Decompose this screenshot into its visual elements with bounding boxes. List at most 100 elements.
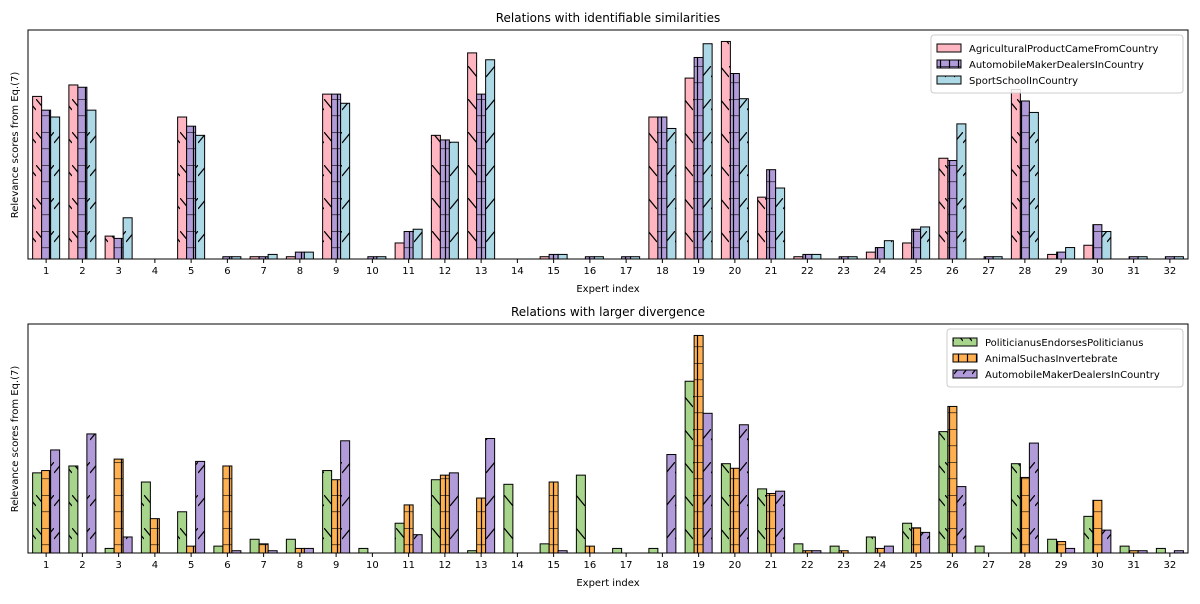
bar-outline bbox=[285, 538, 296, 554]
legend-label: AnimalSuchasInvertebrate bbox=[985, 354, 1118, 365]
bar-outline bbox=[1092, 224, 1103, 260]
bar-outline bbox=[430, 134, 441, 260]
x-tick-label: 27 bbox=[982, 266, 995, 277]
x-tick-label: 18 bbox=[656, 560, 669, 571]
bar-outline bbox=[938, 157, 949, 260]
bar-outline bbox=[331, 479, 342, 554]
x-tick-label: 24 bbox=[874, 266, 887, 277]
bar-outline bbox=[648, 547, 659, 554]
bar-outline bbox=[32, 95, 43, 260]
x-tick-label: 18 bbox=[656, 266, 669, 277]
x-tick-label: 4 bbox=[152, 560, 158, 571]
bar-outline bbox=[467, 52, 478, 260]
legend-swatch-outline bbox=[952, 337, 978, 347]
bar-outline bbox=[956, 486, 967, 554]
bar-outline bbox=[394, 522, 405, 554]
x-tick-label: 28 bbox=[1019, 266, 1032, 277]
x-tick-label: 9 bbox=[333, 266, 339, 277]
x-tick-label: 31 bbox=[1127, 560, 1140, 571]
bar-outline bbox=[32, 472, 43, 554]
x-tick-label: 4 bbox=[152, 266, 158, 277]
bar-outline bbox=[403, 504, 414, 554]
bar-outline bbox=[1092, 499, 1103, 554]
x-tick-label: 24 bbox=[874, 560, 887, 571]
x-tick-label: 12 bbox=[439, 266, 452, 277]
bar-outline bbox=[938, 431, 949, 554]
bar-outline bbox=[793, 543, 804, 554]
x-tick-label: 25 bbox=[910, 560, 923, 571]
bar-outline bbox=[140, 481, 151, 554]
bar-outline bbox=[331, 93, 342, 260]
legend-label: PoliticianusEndorsesPoliticianus bbox=[985, 338, 1143, 349]
x-tick-label: 21 bbox=[765, 560, 778, 571]
bar-outline bbox=[702, 43, 713, 260]
x-tick-label: 14 bbox=[511, 266, 524, 277]
bar-outline bbox=[322, 470, 333, 554]
bar-outline bbox=[503, 483, 514, 554]
bar-outline bbox=[775, 490, 786, 554]
bar-outline bbox=[340, 440, 351, 554]
x-tick-label: 26 bbox=[946, 266, 959, 277]
bar-outline bbox=[738, 424, 749, 554]
bar-outline bbox=[648, 116, 659, 260]
x-tick-label: 9 bbox=[333, 560, 339, 571]
x-tick-label: 13 bbox=[475, 560, 488, 571]
bar-outline bbox=[947, 160, 958, 260]
bar-outline bbox=[50, 116, 61, 260]
x-tick-label: 17 bbox=[620, 560, 633, 571]
bar-outline bbox=[657, 116, 668, 260]
bar-outline bbox=[439, 474, 450, 554]
bar-outline bbox=[883, 545, 894, 554]
bar-outline bbox=[738, 98, 749, 260]
axes-frame bbox=[27, 29, 1189, 260]
x-tick-label: 26 bbox=[946, 560, 959, 571]
bar-outline bbox=[539, 543, 550, 554]
x-tick-label: 21 bbox=[765, 266, 778, 277]
bar-outline bbox=[476, 497, 487, 554]
bar-outline bbox=[883, 240, 894, 260]
bar-outline bbox=[911, 228, 922, 260]
bar-outline bbox=[113, 237, 124, 260]
chart-top: Relations with identifiable similarities… bbox=[10, 11, 1189, 295]
x-tick-label: 30 bbox=[1091, 266, 1104, 277]
bar-outline bbox=[448, 141, 459, 260]
bar-outline bbox=[113, 458, 124, 554]
x-tick-label: 20 bbox=[729, 266, 742, 277]
x-tick-label: 13 bbox=[475, 266, 488, 277]
x-tick-label: 29 bbox=[1055, 266, 1068, 277]
bar-outline bbox=[874, 247, 885, 260]
bar-outline bbox=[766, 492, 777, 554]
bar-outline bbox=[1019, 476, 1030, 554]
bar-outline bbox=[720, 463, 731, 554]
bar-outline bbox=[340, 102, 351, 260]
x-tick-label: 3 bbox=[115, 560, 121, 571]
x-tick-label: 15 bbox=[547, 560, 560, 571]
bar-outline bbox=[1065, 247, 1076, 260]
legend: AgriculturalProductCameFromCountry Automo… bbox=[930, 34, 1184, 94]
legend-box bbox=[930, 34, 1184, 94]
x-tick-label: 25 bbox=[910, 266, 923, 277]
chart-title: Relations with identifiable similarities bbox=[496, 11, 720, 25]
x-tick-label: 31 bbox=[1127, 266, 1140, 277]
bar-outline bbox=[684, 77, 695, 260]
x-tick-label: 32 bbox=[1164, 266, 1177, 277]
bar-outline bbox=[104, 547, 115, 554]
bar-outline bbox=[41, 109, 52, 260]
bar-outline bbox=[195, 460, 206, 554]
bar-outline bbox=[1047, 538, 1058, 554]
bar-outline bbox=[86, 433, 97, 554]
x-tick-label: 32 bbox=[1164, 560, 1177, 571]
x-axis-label: Expert index bbox=[576, 284, 639, 295]
bar-outline bbox=[874, 547, 885, 554]
bar-outline bbox=[865, 536, 876, 554]
bar-outline bbox=[1101, 231, 1112, 260]
x-tick-label: 19 bbox=[692, 266, 705, 277]
x-tick-label: 20 bbox=[729, 560, 742, 571]
bar-outline bbox=[1083, 515, 1094, 554]
x-tick-label: 29 bbox=[1055, 560, 1068, 571]
bar-outline bbox=[249, 538, 260, 554]
x-tick-label: 7 bbox=[260, 266, 266, 277]
x-tick-label: 5 bbox=[188, 266, 194, 277]
bar-outline bbox=[122, 536, 133, 554]
x-tick-label: 28 bbox=[1019, 560, 1032, 571]
